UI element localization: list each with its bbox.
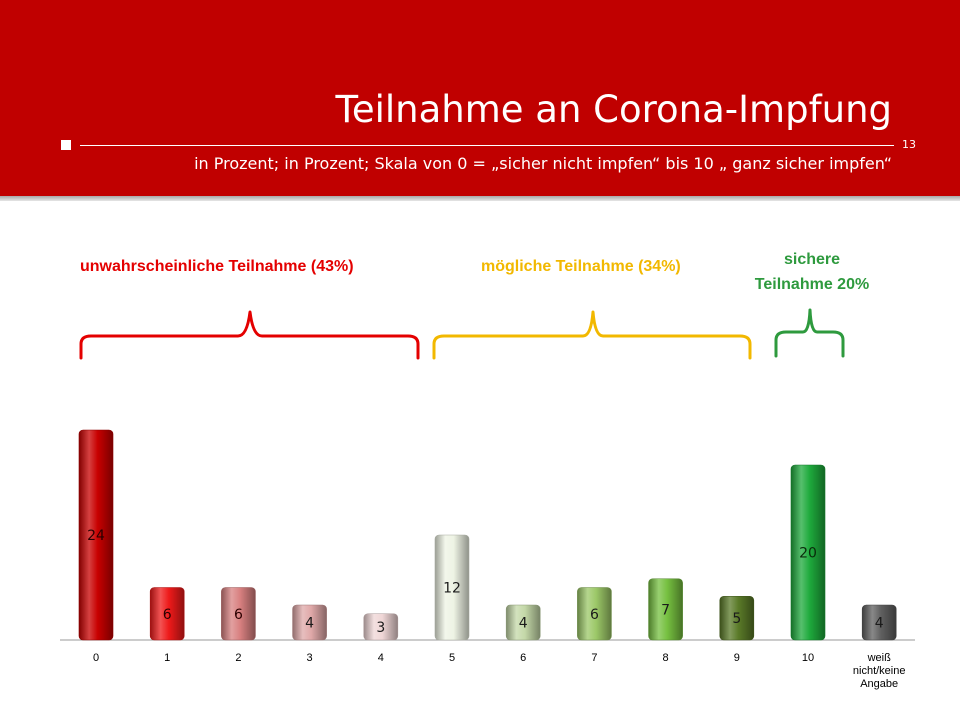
- bar-9: [719, 595, 755, 641]
- group-label-certain-line2: Teilnahme 20%: [754, 276, 870, 293]
- group-label-certain: sichere Teilnahme 20%: [740, 247, 884, 297]
- x-tick-label-5: 5: [449, 652, 455, 664]
- bar-11: [861, 604, 897, 641]
- bar-value-label-11: 4: [875, 616, 884, 632]
- x-tick-label-1: 1: [164, 652, 170, 664]
- header-banner: [0, 0, 960, 196]
- x-tick-label-0: 0: [93, 652, 99, 664]
- bar-value-label-5: 12: [443, 581, 461, 597]
- bar-value-label-1: 6: [163, 607, 172, 623]
- x-tick-label-2: 2: [235, 652, 241, 664]
- bar-4: [363, 613, 399, 641]
- bar-2: [221, 587, 256, 641]
- bar-value-label-0: 24: [87, 528, 105, 544]
- x-tick-label-3: 3: [307, 652, 313, 664]
- x-tick-label-9: 9: [734, 652, 740, 664]
- group-label-possible: mögliche Teilnahme (34%): [481, 258, 681, 275]
- bar-5: [434, 534, 470, 641]
- x-tick-label-4: 4: [378, 652, 384, 664]
- bar-7: [577, 587, 612, 641]
- bar-0: [78, 429, 114, 641]
- x-tick-label-6: 6: [520, 652, 526, 664]
- brace-unlikely: [79, 310, 420, 360]
- page-number: 13: [902, 138, 916, 151]
- bar-value-label-2: 6: [234, 607, 243, 623]
- x-tick-label-8: 8: [663, 652, 669, 664]
- bar-value-label-3: 4: [305, 616, 314, 632]
- bar-6: [505, 604, 541, 641]
- bar-8: [648, 578, 683, 641]
- bar-3: [292, 604, 327, 641]
- title-divider: [80, 145, 894, 146]
- page-subtitle: in Prozent; in Prozent; Skala von 0 = „s…: [194, 154, 892, 173]
- page-title: Teilnahme an Corona-Impfung: [335, 88, 893, 131]
- bar-value-label-9: 5: [732, 611, 741, 627]
- x-tick-label-11: weiß nicht/keine Angabe: [853, 652, 906, 690]
- brace-certain: [774, 308, 845, 358]
- bar-value-label-10: 20: [799, 546, 817, 562]
- bar-value-label-7: 6: [590, 607, 599, 623]
- x-tick-label-7: 7: [591, 652, 597, 664]
- header-shadow: [0, 196, 960, 201]
- bar-value-label-6: 4: [519, 616, 528, 632]
- bar-1: [149, 587, 185, 641]
- bar-value-label-4: 3: [376, 620, 385, 636]
- x-tick-label-10: 10: [802, 652, 814, 664]
- bar-value-label-8: 7: [661, 602, 670, 618]
- group-label-unlikely: unwahrscheinliche Teilnahme (43%): [80, 258, 354, 275]
- brace-possible: [432, 310, 752, 360]
- group-label-certain-line1: sichere: [783, 251, 841, 268]
- bar-10: [790, 464, 826, 641]
- square-bullet-icon: [61, 140, 71, 150]
